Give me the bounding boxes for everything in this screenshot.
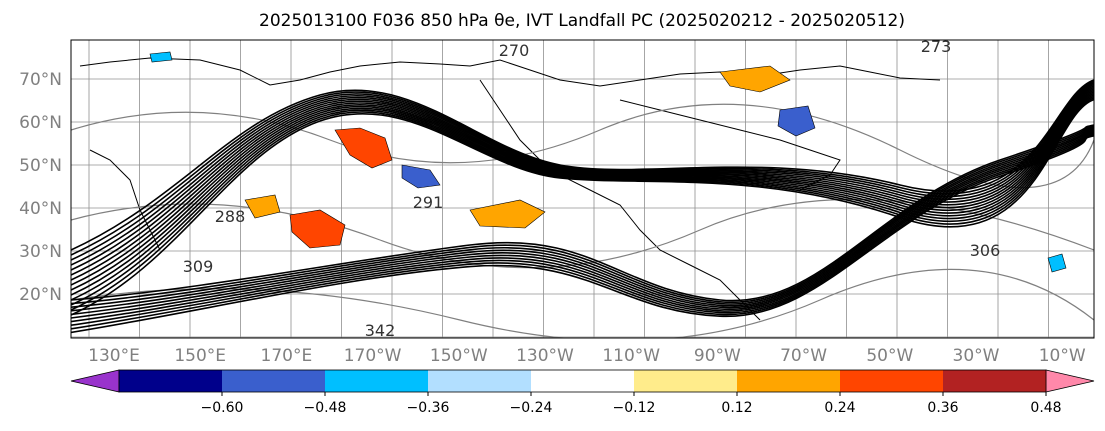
colorbar-under-arrow <box>70 369 120 393</box>
pc-negative-patch <box>149 51 173 63</box>
lat-tick-label: 30°N <box>19 242 62 262</box>
ivt-contours <box>71 79 1094 334</box>
pc-positive-patch <box>719 65 791 93</box>
coastlines <box>79 57 941 321</box>
colorbar-tick-label: 0.12 <box>721 400 752 416</box>
lon-tick-label: 70°W <box>780 346 827 366</box>
lon-tick-label: 50°W <box>866 346 913 366</box>
colorbar-tick-label: −0.24 <box>510 400 553 416</box>
colorbar-segment <box>531 370 635 392</box>
colorbar-segment <box>737 370 841 392</box>
contour-label: 270 <box>499 41 530 60</box>
pc-shading <box>149 51 1067 273</box>
lon-tick-label: 130°W <box>516 346 574 366</box>
contour-label: 309 <box>183 257 214 276</box>
latitude-axis: 70°N 60°N 50°N 40°N 30°N 20°N <box>19 70 62 305</box>
pc-negative-patch <box>777 105 816 137</box>
lon-tick-label: 170°W <box>344 346 402 366</box>
lon-tick-label: 10°W <box>1039 346 1086 366</box>
lon-tick-label: 130°E <box>88 346 140 366</box>
lon-tick-label: 150°E <box>174 346 226 366</box>
pc-positive-patch <box>469 199 546 229</box>
colorbar-segment <box>428 370 532 392</box>
contour-label: 273 <box>921 37 952 56</box>
colorbar-segment <box>119 370 223 392</box>
colorbar-segment <box>634 370 738 392</box>
lon-tick-label: 90°W <box>694 346 741 366</box>
colorbar-tick-label: −0.48 <box>304 400 347 416</box>
colorbar-tick-label: −0.36 <box>407 400 450 416</box>
map-panel: 270 273 288 291 309 306 342 <box>70 37 1095 340</box>
lat-tick-label: 40°N <box>19 199 62 219</box>
pc-positive-patch <box>334 127 393 169</box>
lon-tick-label: 170°E <box>261 346 313 366</box>
longitude-axis: 130°E 150°E 170°E 170°W 150°W 130°W 110°W 90°W 7… <box>88 346 1086 366</box>
pc-negative-patch <box>401 164 441 189</box>
colorbar-segment <box>325 370 429 392</box>
pc-positive-patch <box>289 209 346 249</box>
colorbar-tick-label: 0.48 <box>1030 400 1061 416</box>
graticule <box>71 40 1094 338</box>
colorbar-tick-label: 0.24 <box>824 400 855 416</box>
contour-label: 288 <box>215 207 246 226</box>
colorbar-tick-label: −0.12 <box>613 400 656 416</box>
colorbar-tick-label: 0.36 <box>927 400 958 416</box>
lat-tick-label: 50°N <box>19 156 62 176</box>
contour-label: 291 <box>413 193 444 212</box>
contour-label: 306 <box>970 241 1001 260</box>
contour-labels: 270 273 288 291 309 306 342 <box>183 37 1001 340</box>
colorbar: −0.60 −0.48 −0.36 −0.24 −0.12 0.12 0.24 0.36 0.4… <box>70 369 1095 416</box>
colorbar-tick-label: −0.60 <box>201 400 244 416</box>
lon-tick-label: 150°W <box>430 346 488 366</box>
lon-tick-label: 110°W <box>602 346 660 366</box>
colorbar-segment <box>222 370 326 392</box>
lat-tick-label: 20°N <box>19 285 62 305</box>
pc-positive-patch <box>244 194 281 219</box>
colorbar-segment <box>943 370 1047 392</box>
colorbar-segment <box>840 370 944 392</box>
lat-tick-label: 70°N <box>19 70 62 90</box>
lat-tick-label: 60°N <box>19 113 62 133</box>
colorbar-over-arrow <box>1045 369 1095 393</box>
contour-label: 342 <box>365 321 396 340</box>
plot-title: 2025013100 F036 850 hPa θe, IVT Landfall… <box>259 11 905 31</box>
lon-tick-label: 30°W <box>953 346 1000 366</box>
pc-negative-patch <box>1047 253 1067 273</box>
